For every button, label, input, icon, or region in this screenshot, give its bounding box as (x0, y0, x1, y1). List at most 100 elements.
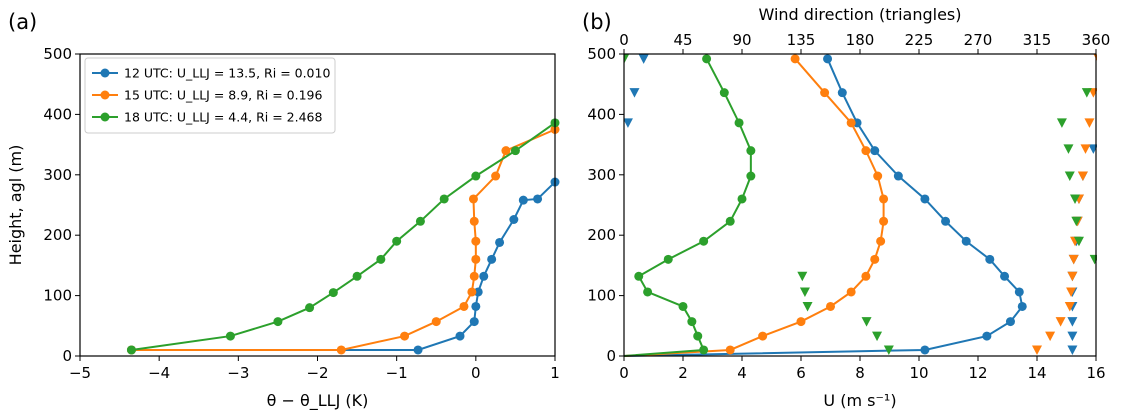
top-x-tick-label: 0 (619, 31, 629, 49)
top-x-tick-label: 360 (1082, 31, 1111, 49)
data-point (225, 331, 235, 341)
top-x-tick-label: 270 (964, 31, 993, 49)
speed-point (737, 194, 747, 204)
direction-triangle (1080, 144, 1091, 154)
data-point (471, 301, 481, 311)
y-tick-label: 200 (43, 226, 72, 244)
speed-point (920, 194, 930, 204)
series-a-0 (126, 177, 560, 355)
direction-triangle (629, 88, 640, 98)
data-point (471, 236, 481, 246)
series-line (131, 128, 556, 351)
speed-line (624, 58, 885, 357)
top-x-tick-label: 180 (846, 31, 875, 49)
speed-point (687, 317, 697, 327)
direction-triangle (638, 54, 649, 64)
series-a-2 (126, 118, 560, 355)
speed-point (758, 331, 768, 341)
direction-triangle (1067, 345, 1078, 355)
direction-triangle (883, 345, 894, 355)
x-tick-label: 1 (550, 364, 560, 382)
speed-point (893, 171, 903, 181)
series-b-0 (624, 54, 1097, 357)
legend-entry-label: 12 UTC: U_LLJ = 13.5, Ri = 0.010 (124, 66, 330, 81)
speed-point (1005, 317, 1015, 327)
panel-b: 0 2 4 6 8 10 12 14 16 0 45 90 135 180 225 270 315 360 0 100… (582, 5, 1110, 410)
data-point (471, 254, 481, 264)
data-point (469, 317, 479, 327)
speed-point (699, 345, 709, 355)
top-x-tick-label: 135 (787, 31, 816, 49)
x-tick-label: 12 (968, 364, 987, 382)
speed-point (734, 118, 744, 128)
speed-point (725, 345, 735, 355)
data-point (376, 254, 386, 264)
speed-point (846, 287, 856, 297)
speed-point (823, 54, 833, 64)
legend-entry-label: 18 UTC: U_LLJ = 4.4, Ri = 2.468 (124, 110, 323, 125)
y-tick-label: 500 (587, 45, 616, 63)
speed-point (870, 146, 880, 156)
legend-box (84, 57, 336, 134)
data-point (469, 271, 479, 281)
speed-point (746, 171, 756, 181)
direction-triangle (1093, 54, 1097, 61)
x-tick-label: 0 (471, 364, 481, 382)
direction-triangle (1067, 331, 1078, 342)
data-point (469, 216, 479, 226)
y-tick-label: 0 (606, 347, 616, 365)
speed-point (634, 271, 644, 281)
direction-triangle (1064, 301, 1075, 312)
x-tick-label: 14 (1027, 364, 1046, 382)
data-point (510, 146, 520, 156)
legend-marker (100, 68, 110, 78)
data-point (491, 171, 501, 181)
direction-triangle (1067, 271, 1078, 282)
y-tick-label: 300 (587, 166, 616, 184)
data-point (533, 194, 543, 204)
data-point (336, 345, 346, 355)
direction-triangle (1045, 331, 1056, 342)
speed-point (702, 54, 712, 64)
speed-point (879, 194, 889, 204)
top-x-tick-label: 225 (905, 31, 934, 49)
data-point (328, 288, 338, 298)
direction-triangle (1073, 236, 1084, 247)
series-line (131, 181, 556, 351)
data-point (415, 216, 425, 226)
data-point (471, 171, 481, 181)
direction-triangle (1084, 118, 1095, 128)
speed-line (624, 58, 752, 357)
speed-point (826, 301, 835, 311)
y-tick-label: 200 (587, 226, 616, 244)
x-axis-label: U (m s⁻¹) (823, 391, 896, 410)
x-tick-label: 0 (619, 364, 629, 382)
legend-entry-label: 15 UTC: U_LLJ = 8.9, Ri = 0.196 (124, 88, 323, 103)
x-tick-label: −5 (69, 364, 91, 382)
data-point (455, 331, 465, 341)
direction-triangle (1077, 171, 1088, 182)
series-b-2 (624, 54, 1097, 357)
data-point (468, 194, 478, 204)
speed-point (725, 216, 735, 226)
direction-triangle (797, 271, 808, 282)
legend: 12 UTC: U_LLJ = 13.5, Ri = 0.010 15 UTC: … (84, 57, 336, 134)
data-point (467, 287, 477, 297)
top-x-tick-label: 315 (1023, 31, 1052, 49)
speed-point (663, 254, 673, 264)
data-point (400, 331, 410, 341)
data-point (439, 194, 449, 204)
y-tick-label: 0 (62, 347, 72, 365)
speed-point (837, 88, 847, 98)
y-tick-label: 300 (43, 166, 72, 184)
direction-triangle (1070, 194, 1081, 204)
direction-triangle (1071, 216, 1082, 227)
speed-point (870, 254, 880, 264)
speed-point (746, 146, 756, 156)
direction-triangle (872, 331, 883, 342)
speed-line (624, 58, 1024, 357)
speed-point (820, 88, 830, 98)
speed-point (846, 118, 856, 128)
speed-point (796, 317, 806, 327)
series-a-1 (126, 125, 560, 355)
